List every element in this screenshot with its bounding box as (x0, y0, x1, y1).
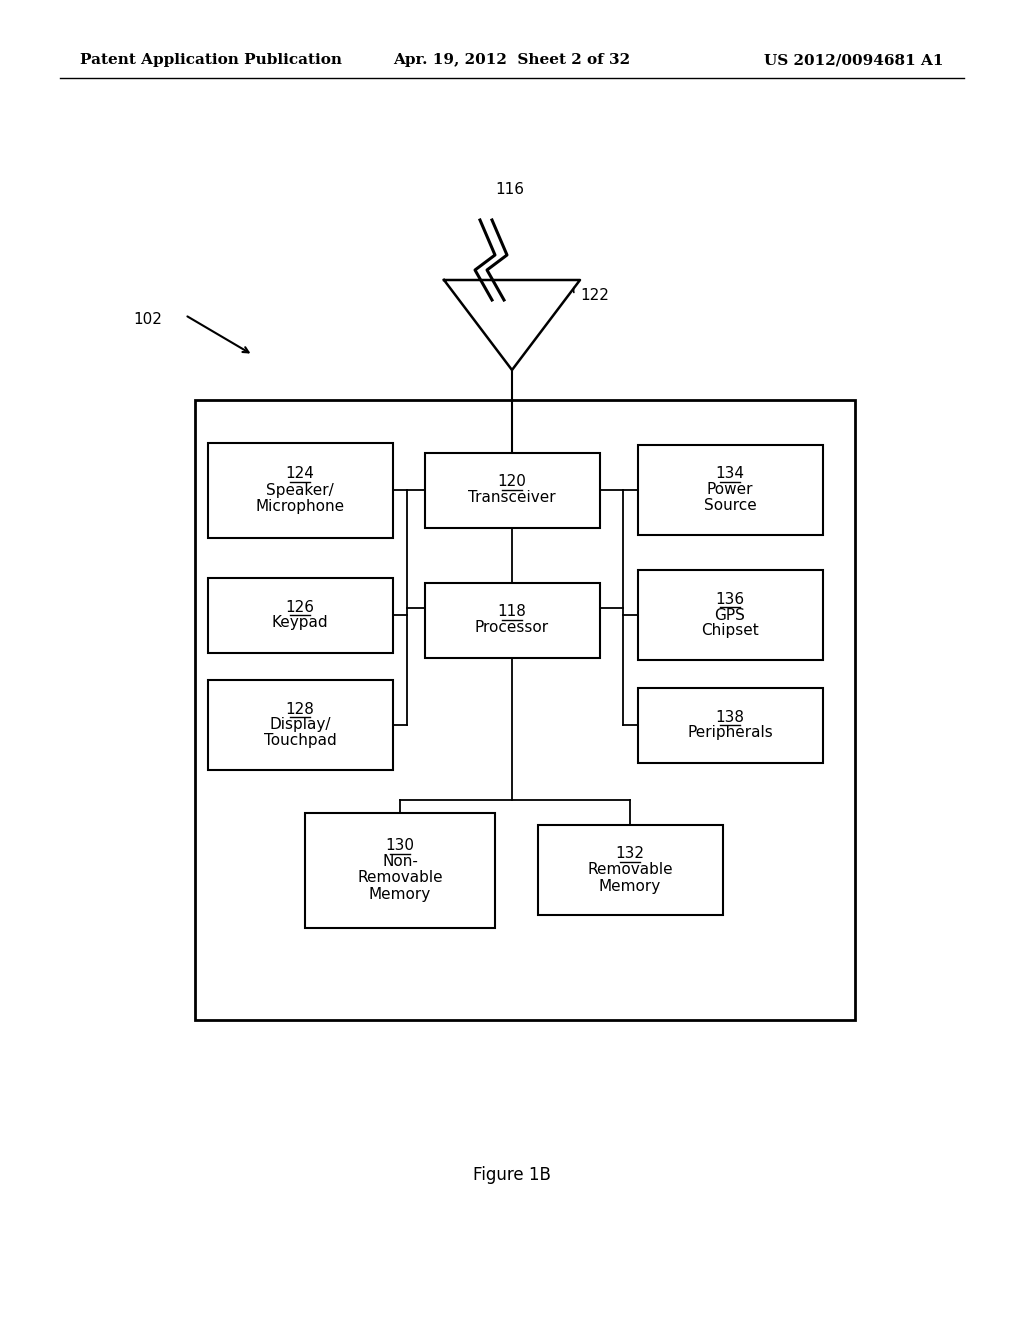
Text: 128: 128 (286, 701, 314, 717)
Text: Removable: Removable (357, 870, 442, 886)
Text: Processor: Processor (475, 620, 549, 635)
Text: 124: 124 (286, 466, 314, 482)
Bar (538, 825, 723, 915)
Text: Touchpad: Touchpad (263, 734, 336, 748)
Text: Removable: Removable (587, 862, 673, 878)
Bar (425, 582, 599, 657)
Text: 122: 122 (580, 288, 609, 302)
Text: Figure 1B: Figure 1B (473, 1166, 551, 1184)
Bar (305, 813, 495, 928)
Text: Memory: Memory (369, 887, 431, 902)
Text: Transceiver: Transceiver (468, 491, 556, 506)
Text: 102: 102 (133, 313, 163, 327)
Bar (425, 453, 599, 528)
Text: Speaker/: Speaker/ (266, 483, 334, 498)
Text: Chipset: Chipset (701, 623, 759, 639)
Bar (638, 688, 822, 763)
Text: Peripherals: Peripherals (687, 726, 773, 741)
Bar (208, 680, 392, 770)
Text: US 2012/0094681 A1: US 2012/0094681 A1 (765, 53, 944, 67)
Bar (195, 400, 855, 1020)
Text: 136: 136 (716, 591, 744, 606)
Text: Keypad: Keypad (271, 615, 329, 631)
Text: 126: 126 (286, 599, 314, 615)
Text: 120: 120 (498, 474, 526, 490)
Text: Patent Application Publication: Patent Application Publication (80, 53, 342, 67)
Text: Microphone: Microphone (255, 499, 344, 513)
Text: Power: Power (707, 483, 754, 498)
Text: Apr. 19, 2012  Sheet 2 of 32: Apr. 19, 2012 Sheet 2 of 32 (393, 53, 631, 67)
Bar (208, 578, 392, 652)
Text: 130: 130 (385, 838, 415, 854)
Text: 118: 118 (498, 605, 526, 619)
Text: GPS: GPS (715, 607, 745, 623)
Bar (638, 445, 822, 535)
Text: 138: 138 (716, 710, 744, 725)
Text: Source: Source (703, 499, 757, 513)
Text: 116: 116 (496, 182, 524, 198)
Text: 134: 134 (716, 466, 744, 482)
Text: Non-: Non- (382, 854, 418, 870)
Bar (208, 442, 392, 537)
Bar (638, 570, 822, 660)
Text: Display/: Display/ (269, 718, 331, 733)
Text: Memory: Memory (599, 879, 662, 894)
Text: 132: 132 (615, 846, 644, 862)
